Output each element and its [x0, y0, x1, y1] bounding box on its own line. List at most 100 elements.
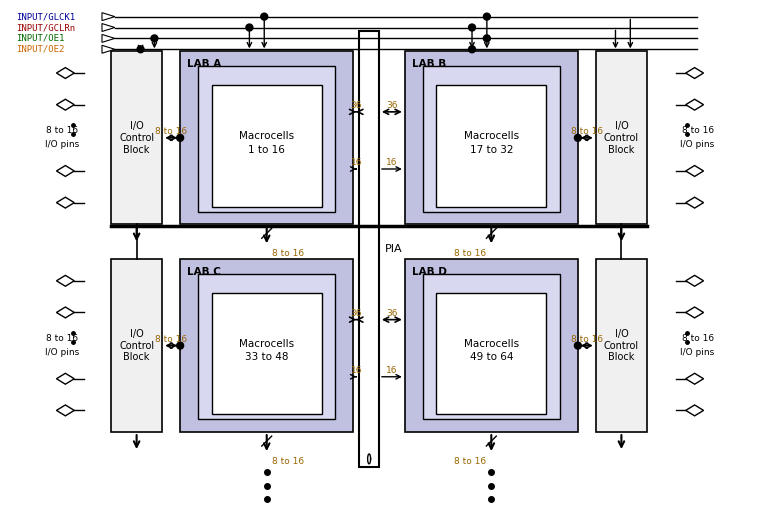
Text: I/O: I/O — [130, 329, 144, 339]
Text: 16: 16 — [386, 366, 397, 375]
Bar — [111, 51, 163, 224]
Bar — [212, 85, 321, 206]
Circle shape — [483, 13, 490, 20]
Circle shape — [575, 134, 581, 141]
Text: 8 to 16: 8 to 16 — [454, 457, 486, 466]
Text: 8 to 16: 8 to 16 — [46, 334, 78, 343]
Bar — [423, 274, 560, 419]
Bar — [359, 31, 379, 467]
Text: 8 to 16: 8 to 16 — [271, 457, 304, 466]
Circle shape — [483, 35, 490, 42]
Bar — [423, 66, 560, 212]
Polygon shape — [56, 405, 74, 416]
Text: I/O: I/O — [130, 121, 144, 131]
Text: 8 to 16: 8 to 16 — [571, 127, 603, 136]
Polygon shape — [56, 197, 74, 208]
Text: Block: Block — [123, 353, 150, 363]
Polygon shape — [686, 405, 704, 416]
Text: 36: 36 — [350, 309, 362, 318]
Polygon shape — [56, 99, 74, 110]
Circle shape — [176, 134, 184, 141]
Bar — [436, 85, 546, 206]
Text: Block: Block — [608, 145, 635, 155]
Circle shape — [176, 342, 184, 349]
Text: INPUT/GLCK1: INPUT/GLCK1 — [16, 12, 75, 21]
Polygon shape — [686, 275, 704, 286]
Polygon shape — [102, 45, 115, 53]
Text: Control: Control — [604, 341, 639, 351]
Polygon shape — [686, 166, 704, 177]
Text: 8 to 16: 8 to 16 — [571, 335, 603, 344]
Text: 8 to 16: 8 to 16 — [682, 334, 714, 343]
Text: I/O pins: I/O pins — [46, 140, 80, 149]
Polygon shape — [686, 197, 704, 208]
Text: 36: 36 — [386, 101, 397, 110]
Text: Block: Block — [123, 145, 150, 155]
Circle shape — [575, 342, 581, 349]
Polygon shape — [56, 275, 74, 286]
Text: 33 to 48: 33 to 48 — [245, 353, 289, 363]
Bar — [405, 259, 578, 432]
Text: Macrocells: Macrocells — [239, 339, 294, 348]
Text: PIA: PIA — [385, 244, 403, 254]
Text: LAB C: LAB C — [187, 267, 221, 277]
Bar — [198, 274, 335, 419]
Circle shape — [137, 46, 144, 53]
Text: 36: 36 — [386, 309, 397, 318]
Text: I/O: I/O — [615, 329, 629, 339]
Polygon shape — [56, 68, 74, 79]
Polygon shape — [102, 24, 115, 31]
Text: Macrocells: Macrocells — [464, 339, 519, 348]
Bar — [596, 259, 647, 432]
Text: 16: 16 — [350, 366, 362, 375]
Bar — [212, 293, 321, 414]
Text: 16: 16 — [350, 158, 362, 167]
Text: 17 to 32: 17 to 32 — [470, 145, 513, 155]
Circle shape — [469, 46, 476, 53]
Polygon shape — [56, 373, 74, 384]
Bar — [436, 293, 546, 414]
Text: I/O pins: I/O pins — [46, 348, 80, 357]
Polygon shape — [686, 307, 704, 318]
Bar — [405, 51, 578, 224]
Text: 49 to 64: 49 to 64 — [470, 353, 513, 363]
Text: Macrocells: Macrocells — [239, 131, 294, 141]
Text: INPUT/GCLRn: INPUT/GCLRn — [16, 23, 75, 32]
Bar — [180, 51, 353, 224]
Polygon shape — [686, 373, 704, 384]
Bar — [198, 66, 335, 212]
Text: 1 to 16: 1 to 16 — [249, 145, 285, 155]
Text: 16: 16 — [386, 158, 397, 167]
Polygon shape — [686, 99, 704, 110]
Text: 8 to 16: 8 to 16 — [271, 249, 304, 258]
Text: LAB A: LAB A — [187, 59, 221, 69]
Text: Block: Block — [608, 353, 635, 363]
Text: Control: Control — [604, 133, 639, 143]
Text: INPUT/OE1: INPUT/OE1 — [16, 34, 65, 43]
Circle shape — [151, 35, 158, 42]
Circle shape — [469, 24, 476, 31]
Text: Macrocells: Macrocells — [464, 131, 519, 141]
Text: I/O pins: I/O pins — [680, 348, 714, 357]
Text: 8 to 16: 8 to 16 — [682, 126, 714, 135]
Polygon shape — [102, 35, 115, 42]
Bar — [180, 259, 353, 432]
Text: LAB D: LAB D — [412, 267, 447, 277]
Text: Control: Control — [119, 341, 154, 351]
Text: LAB B: LAB B — [412, 59, 446, 69]
Polygon shape — [56, 166, 74, 177]
Circle shape — [261, 13, 268, 20]
Text: INPUT/OE2: INPUT/OE2 — [16, 45, 65, 54]
Circle shape — [246, 24, 253, 31]
Bar — [111, 259, 163, 432]
Bar — [596, 51, 647, 224]
Text: 8 to 16: 8 to 16 — [454, 249, 486, 258]
Polygon shape — [686, 68, 704, 79]
Text: 8 to 16: 8 to 16 — [155, 127, 187, 136]
Polygon shape — [56, 307, 74, 318]
Text: 8 to 16: 8 to 16 — [155, 335, 187, 344]
Text: 8 to 16: 8 to 16 — [46, 126, 78, 135]
Polygon shape — [102, 13, 115, 20]
Text: I/O pins: I/O pins — [680, 140, 714, 149]
Text: 36: 36 — [350, 101, 362, 110]
